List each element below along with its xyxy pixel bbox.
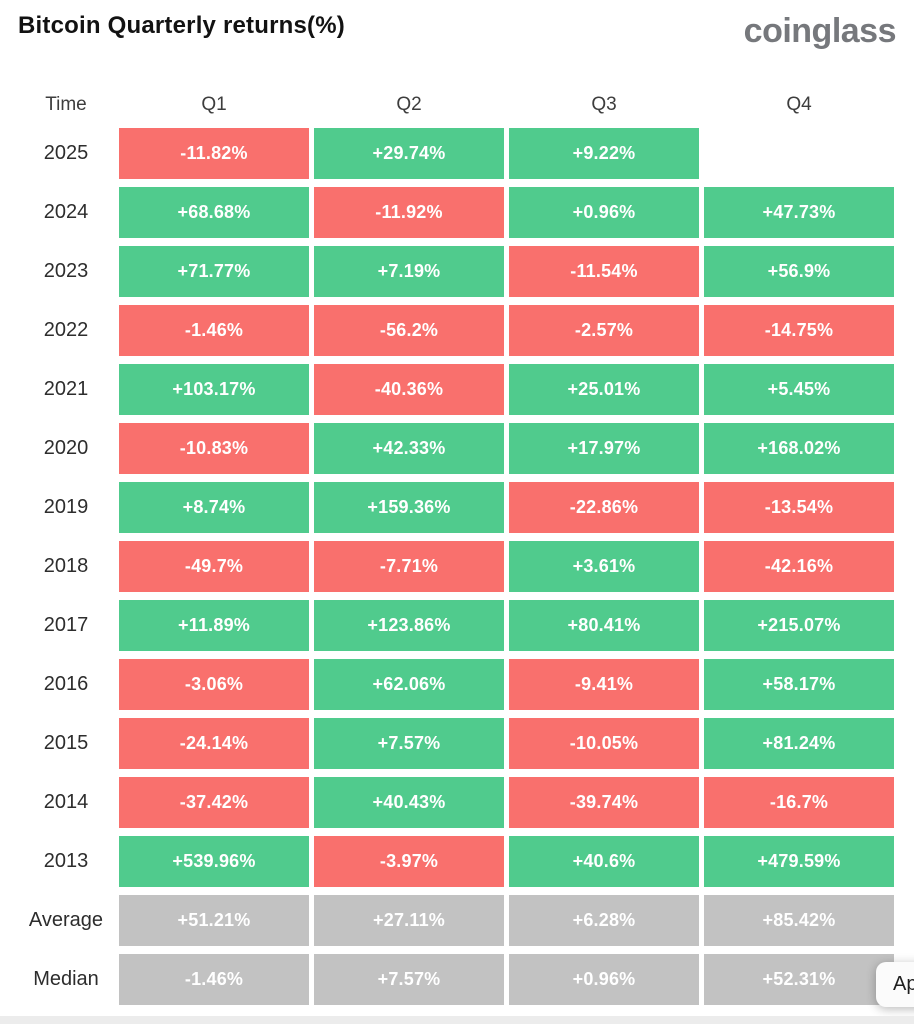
row-label: 2021 <box>43 378 89 400</box>
return-cell: -13.54% <box>704 482 894 533</box>
return-cell: +9.22% <box>509 128 699 179</box>
return-cell: +56.9% <box>704 246 894 297</box>
row-label: 2015 <box>43 732 89 754</box>
return-cell: +27.11% <box>314 895 504 946</box>
row-label: 2024 <box>43 201 89 223</box>
return-cell: -37.42% <box>119 777 309 828</box>
return-cell: -24.14% <box>119 718 309 769</box>
return-cell: +71.77% <box>119 246 309 297</box>
row-label: Average <box>28 909 104 931</box>
return-cell: +5.45% <box>704 364 894 415</box>
return-cell: +8.74% <box>119 482 309 533</box>
row-label: Median <box>33 968 99 990</box>
return-cell: +123.86% <box>314 600 504 651</box>
row-label: 2019 <box>43 496 89 518</box>
return-cell: +6.28% <box>509 895 699 946</box>
row-label: 2022 <box>43 319 89 341</box>
return-cell: +11.89% <box>119 600 309 651</box>
returns-grid: Time Q1 Q2 Q3 Q4 2025 -11.82% +29.74% +9.22… <box>0 90 914 1005</box>
return-cell: +68.68% <box>119 187 309 238</box>
return-cell: +58.17% <box>704 659 894 710</box>
return-cell: +103.17% <box>119 364 309 415</box>
return-cell: +3.61% <box>509 541 699 592</box>
return-cell: -40.36% <box>314 364 504 415</box>
return-cell: +479.59% <box>704 836 894 887</box>
return-cell: -56.2% <box>314 305 504 356</box>
return-cell: +40.43% <box>314 777 504 828</box>
return-cell: -11.82% <box>119 128 309 179</box>
return-cell: +29.74% <box>314 128 504 179</box>
app-header: Bitcoin Quarterly returns(%) coinglass <box>0 0 914 48</box>
return-cell: -7.71% <box>314 541 504 592</box>
row-label: 2013 <box>43 850 89 872</box>
empty-cell <box>704 128 894 179</box>
return-cell: +7.19% <box>314 246 504 297</box>
column-header-q4: Q4 <box>786 94 812 115</box>
return-cell: +539.96% <box>119 836 309 887</box>
return-cell: -10.83% <box>119 423 309 474</box>
return-cell: -1.46% <box>119 305 309 356</box>
return-cell: -3.06% <box>119 659 309 710</box>
return-cell: -11.54% <box>509 246 699 297</box>
return-cell: -1.46% <box>119 954 309 1005</box>
return-cell: -11.92% <box>314 187 504 238</box>
row-label: 2018 <box>43 555 89 577</box>
return-cell: +25.01% <box>509 364 699 415</box>
return-cell: +215.07% <box>704 600 894 651</box>
return-cell: -9.41% <box>509 659 699 710</box>
return-cell: +17.97% <box>509 423 699 474</box>
coinglass-logo: coinglass <box>743 12 897 50</box>
bottom-page-edge <box>0 1016 914 1024</box>
return-cell: +81.24% <box>704 718 894 769</box>
page-title: Bitcoin Quarterly returns(%) <box>18 12 345 39</box>
column-header-q1: Q1 <box>201 94 227 115</box>
return-cell: -42.16% <box>704 541 894 592</box>
return-cell: +85.42% <box>704 895 894 946</box>
return-cell: +52.31% <box>704 954 894 1005</box>
return-cell: +7.57% <box>314 718 504 769</box>
return-cell: +51.21% <box>119 895 309 946</box>
return-cell: -16.7% <box>704 777 894 828</box>
return-cell: +0.96% <box>509 954 699 1005</box>
return-cell: +80.41% <box>509 600 699 651</box>
row-label: 2025 <box>43 142 89 164</box>
return-cell: -49.7% <box>119 541 309 592</box>
row-label: 2014 <box>43 791 89 813</box>
column-header-time: Time <box>45 94 87 115</box>
row-label: 2023 <box>43 260 89 282</box>
row-label: 2020 <box>43 437 89 459</box>
return-cell: -22.86% <box>509 482 699 533</box>
return-cell: +40.6% <box>509 836 699 887</box>
return-cell: +62.06% <box>314 659 504 710</box>
row-label: 2017 <box>43 614 89 636</box>
return-cell: +47.73% <box>704 187 894 238</box>
column-header-q3: Q3 <box>591 94 617 115</box>
return-cell: -39.74% <box>509 777 699 828</box>
return-cell: +42.33% <box>314 423 504 474</box>
return-cell: -3.97% <box>314 836 504 887</box>
return-cell: +7.57% <box>314 954 504 1005</box>
return-cell: +168.02% <box>704 423 894 474</box>
row-label: 2016 <box>43 673 89 695</box>
return-cell: -10.05% <box>509 718 699 769</box>
return-cell: -2.57% <box>509 305 699 356</box>
return-cell: +0.96% <box>509 187 699 238</box>
app-overlay-button[interactable]: Ap <box>876 962 914 1007</box>
return-cell: -14.75% <box>704 305 894 356</box>
column-header-q2: Q2 <box>396 94 422 115</box>
return-cell: +159.36% <box>314 482 504 533</box>
